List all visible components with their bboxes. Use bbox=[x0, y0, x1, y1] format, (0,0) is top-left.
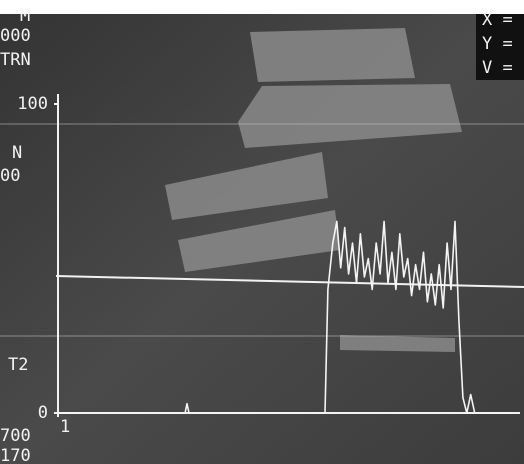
screen: M 000 TRN N 00 T2 700 170 X = Y = V = 01… bbox=[0, 0, 524, 464]
readout-label: X = bbox=[482, 10, 513, 30]
stripe bbox=[250, 28, 415, 82]
screen-label: 00 bbox=[0, 166, 20, 186]
y-tick-label: 100 bbox=[17, 94, 48, 114]
screen-label: 700 bbox=[0, 426, 31, 446]
screen-label: 000 bbox=[0, 26, 31, 46]
screen-label: 170 bbox=[0, 446, 31, 464]
screen-label: N bbox=[12, 143, 22, 163]
screen-label: M bbox=[20, 6, 30, 26]
screen-label: TRN bbox=[0, 50, 31, 70]
screen-label: T2 bbox=[8, 355, 28, 375]
readout-label: Y = bbox=[482, 34, 513, 54]
y-tick-label: 0 bbox=[38, 403, 48, 423]
x-tick-label: 1 bbox=[60, 417, 70, 437]
top-border bbox=[0, 0, 524, 14]
page: {"screen_labels": {"top_left": ["M", "00… bbox=[0, 0, 524, 464]
readout-label: V = bbox=[482, 58, 513, 78]
